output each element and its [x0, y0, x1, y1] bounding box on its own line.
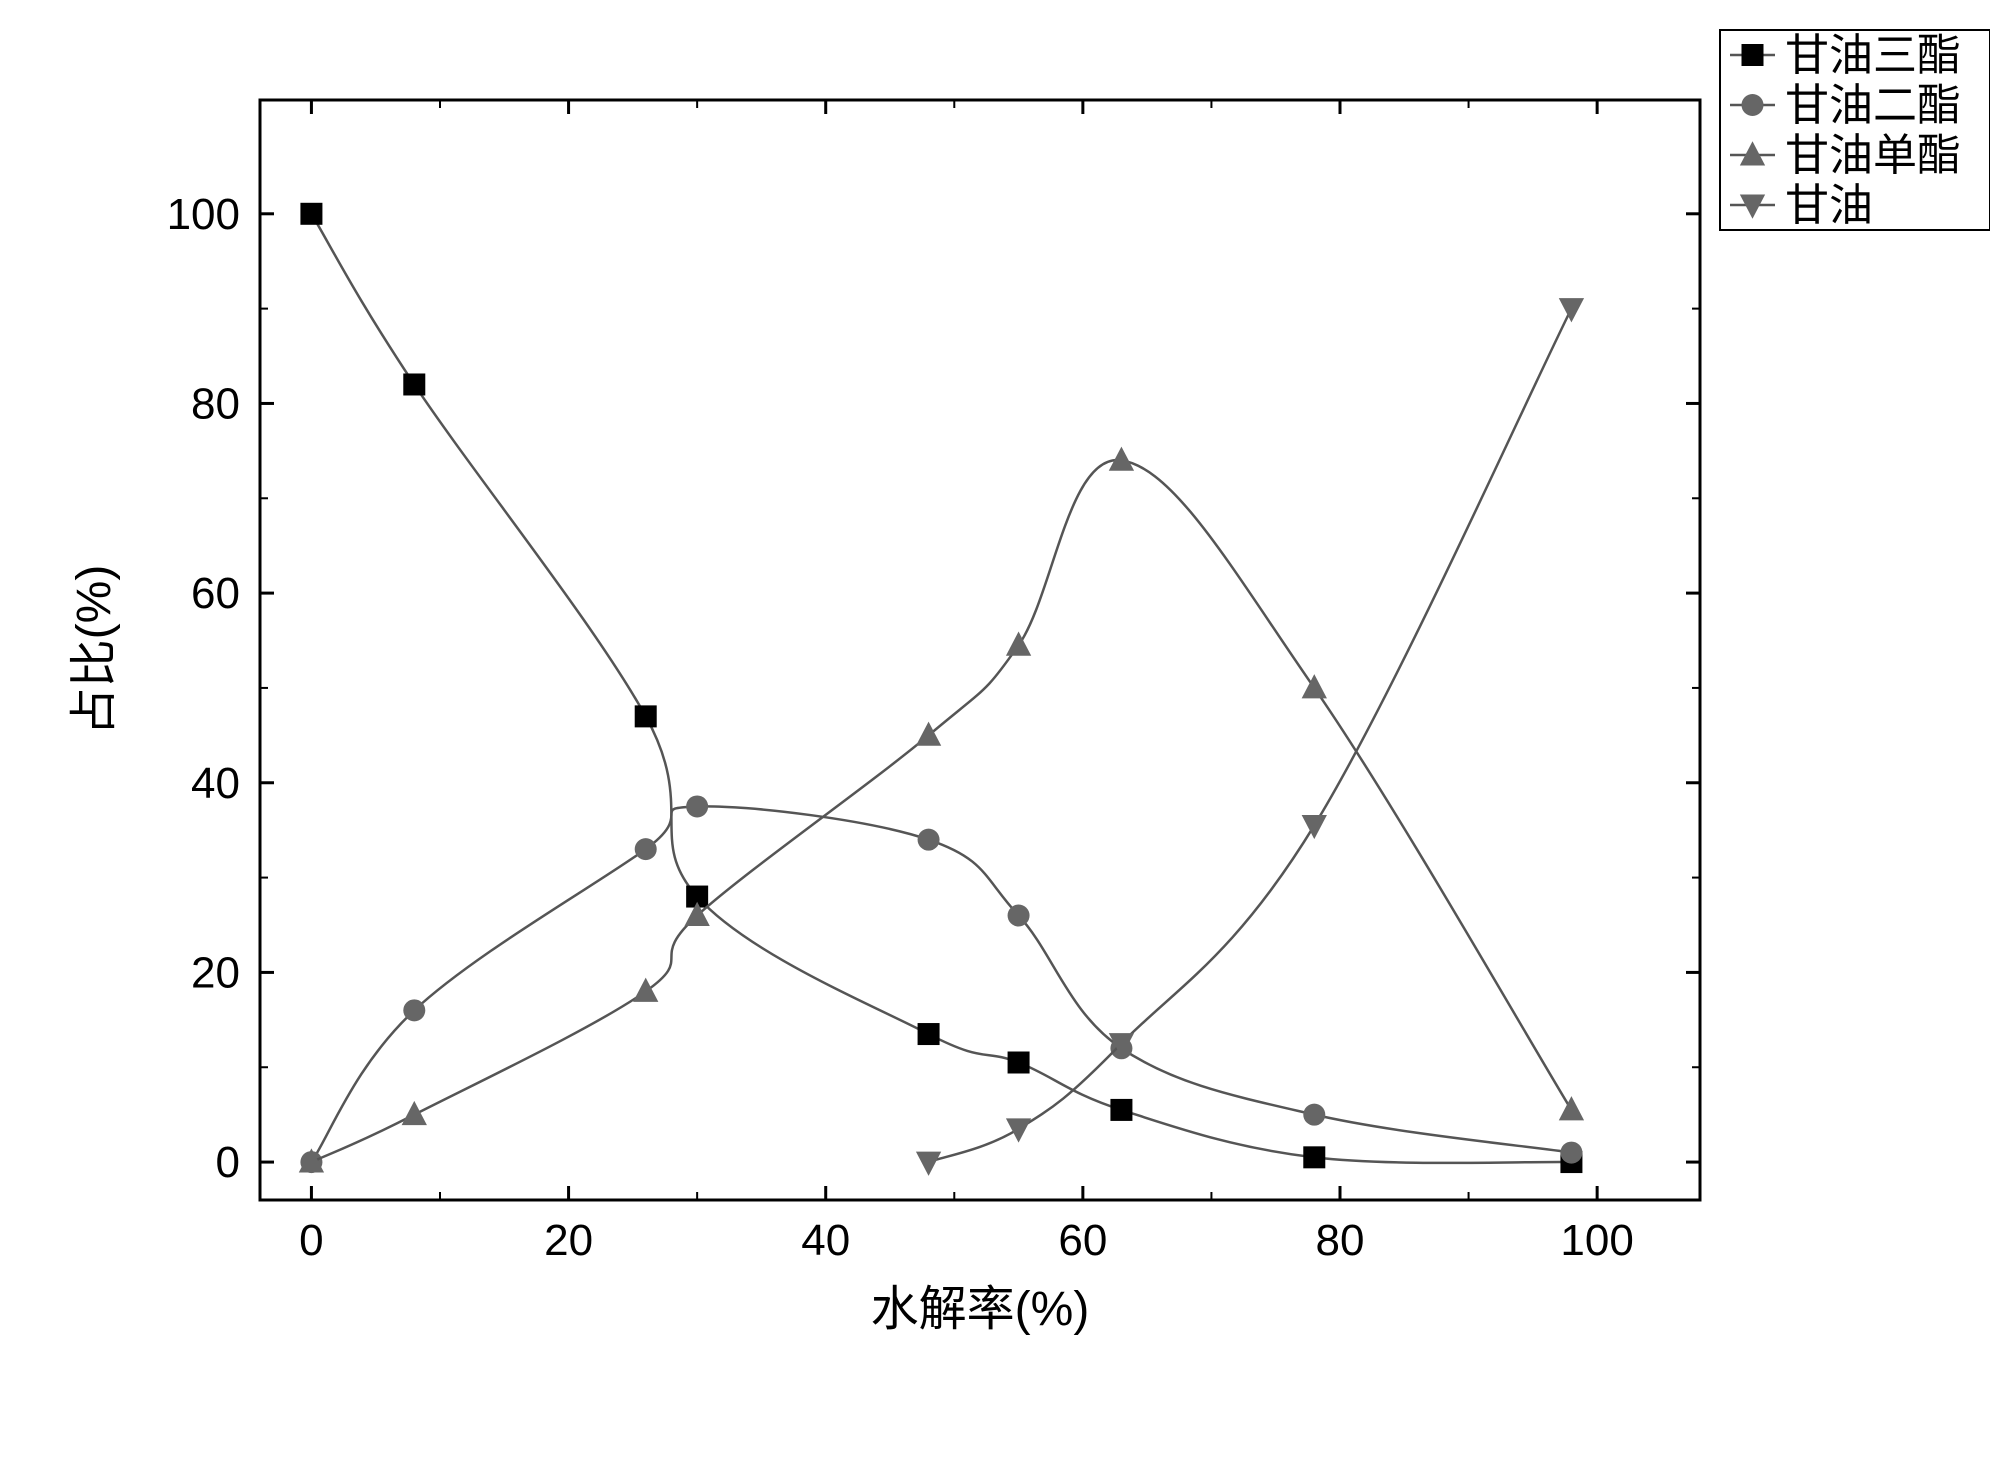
legend-label: 甘油 — [1785, 181, 1873, 230]
series-1 — [300, 795, 1582, 1173]
series-3 — [916, 298, 1584, 1176]
x-tick-label: 60 — [1058, 1216, 1107, 1265]
series-line — [311, 806, 1571, 1162]
chart-container: 020406080100020406080100水解率(%)占比(%)甘油三酯甘… — [0, 0, 1990, 1475]
plot-frame — [260, 100, 1700, 1200]
x-tick-label: 0 — [299, 1216, 323, 1265]
series-line — [929, 309, 1572, 1162]
y-axis-label: 占比(%) — [68, 565, 121, 736]
legend-label: 甘油单酯 — [1785, 131, 1961, 180]
series-line — [311, 214, 1571, 1163]
legend-label: 甘油三酯 — [1785, 31, 1961, 80]
y-tick-label: 100 — [167, 190, 240, 239]
x-axis-label: 水解率(%) — [871, 1283, 1090, 1336]
series-2 — [299, 447, 1584, 1173]
x-tick-label: 80 — [1316, 1216, 1365, 1265]
y-tick-label: 60 — [191, 569, 240, 618]
x-tick-label: 40 — [801, 1216, 850, 1265]
legend: 甘油三酯甘油二酯甘油单酯甘油 — [1720, 30, 1990, 230]
series-line — [311, 460, 1571, 1162]
y-tick-label: 40 — [191, 759, 240, 808]
legend-label: 甘油二酯 — [1785, 81, 1961, 130]
y-tick-label: 80 — [191, 379, 240, 428]
x-tick-label: 20 — [544, 1216, 593, 1265]
x-tick-label: 100 — [1560, 1216, 1633, 1265]
y-tick-label: 0 — [216, 1138, 240, 1187]
chart-svg: 020406080100020406080100水解率(%)占比(%)甘油三酯甘… — [0, 0, 1990, 1475]
y-tick-label: 20 — [191, 948, 240, 997]
